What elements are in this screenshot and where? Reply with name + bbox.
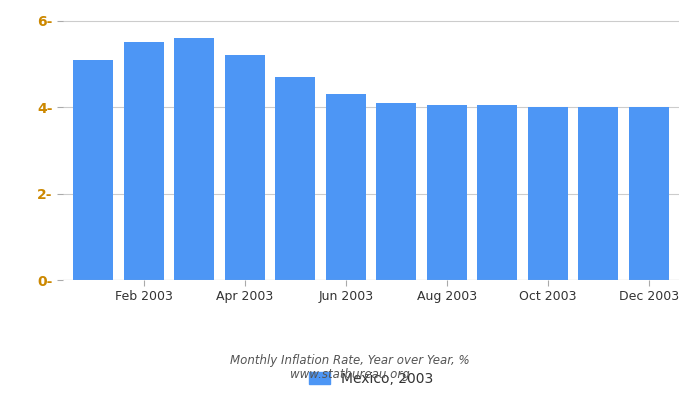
Text: www.statbureau.org: www.statbureau.org <box>290 368 410 381</box>
Bar <box>528 107 568 280</box>
Bar <box>376 103 416 280</box>
Bar <box>225 55 265 280</box>
Bar <box>477 105 517 280</box>
Bar <box>73 60 113 280</box>
Bar <box>124 42 164 280</box>
Bar <box>326 94 366 280</box>
Legend: Mexico, 2003: Mexico, 2003 <box>309 372 433 386</box>
Text: Monthly Inflation Rate, Year over Year, %: Monthly Inflation Rate, Year over Year, … <box>230 354 470 367</box>
Bar <box>578 107 618 280</box>
Bar <box>629 107 669 280</box>
Bar <box>426 105 467 280</box>
Bar <box>275 77 316 280</box>
Bar <box>174 38 214 280</box>
